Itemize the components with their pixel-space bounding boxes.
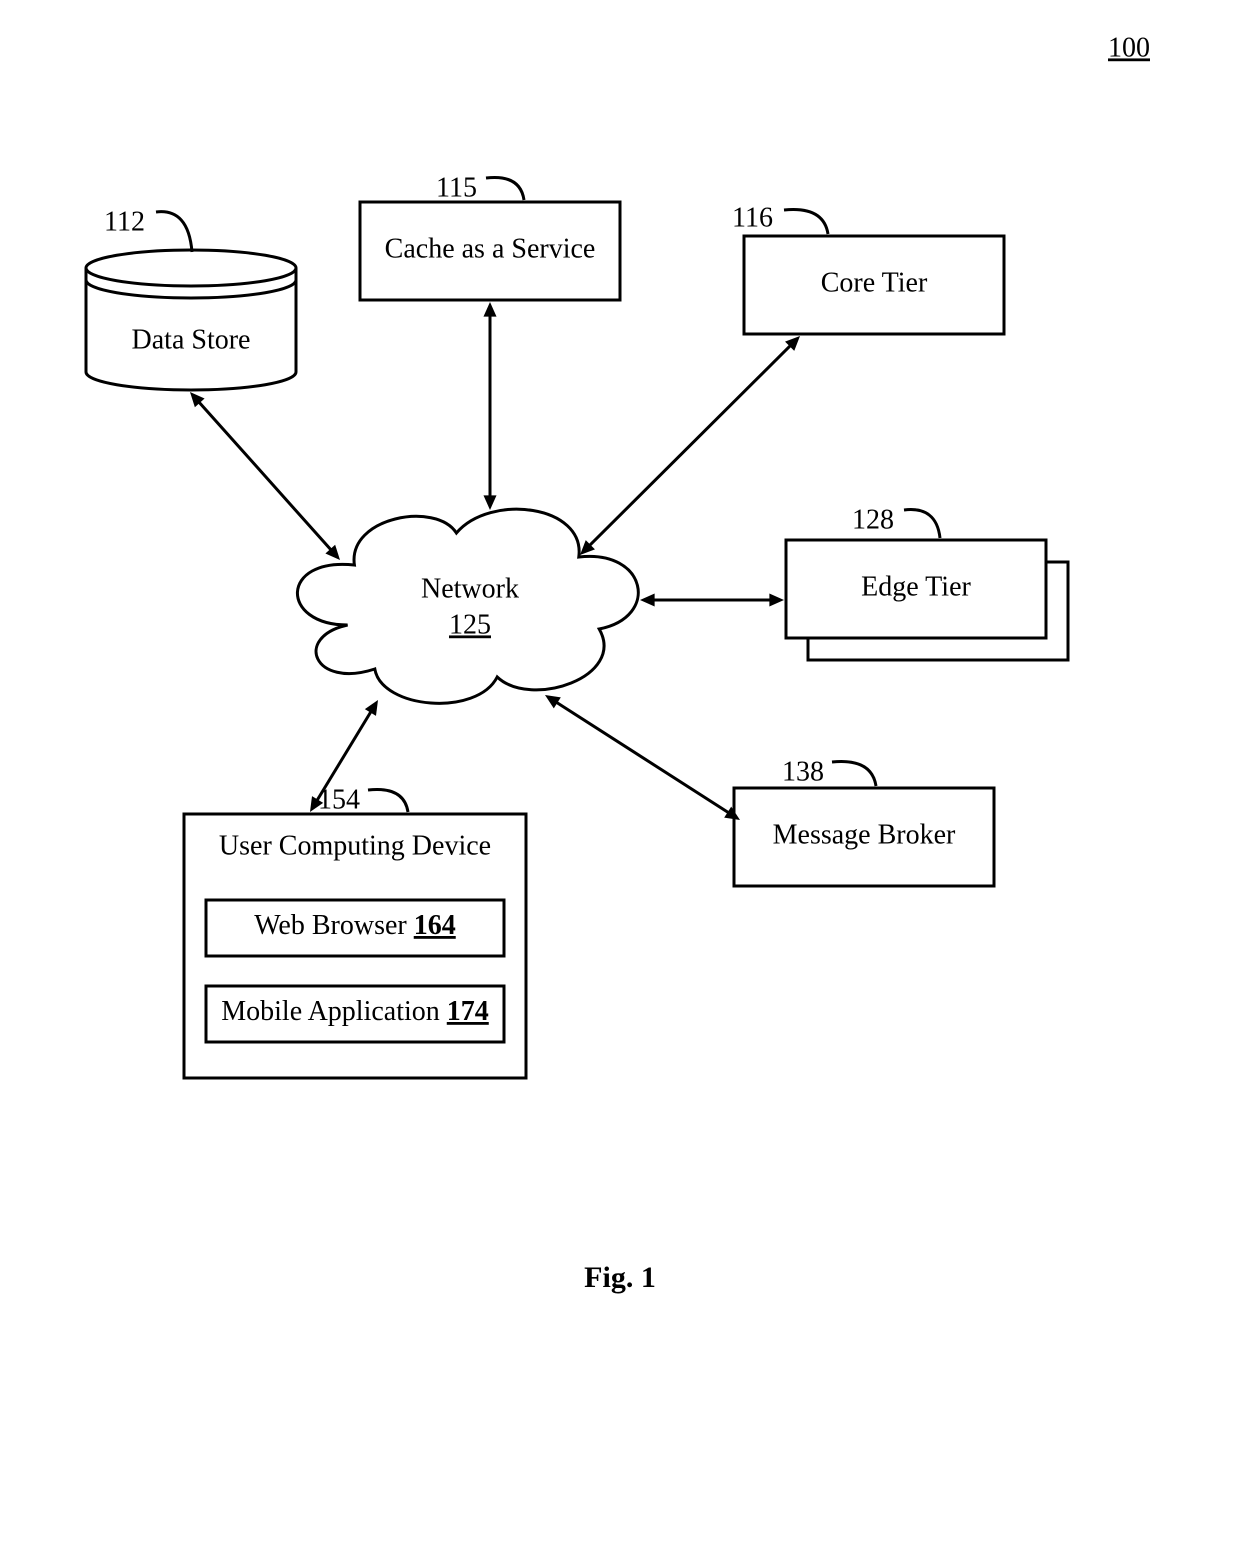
svg-text:Edge Tier: Edge Tier [861,571,971,602]
svg-text:User Computing Device: User Computing Device [219,830,491,861]
svg-text:Message Broker: Message Broker [773,819,956,850]
svg-text:125: 125 [449,609,491,640]
svg-text:Core Tier: Core Tier [821,267,928,298]
svg-text:Mobile Application 174: Mobile Application 174 [221,996,489,1027]
svg-text:112: 112 [104,206,145,237]
svg-text:Cache as a Service: Cache as a Service [385,233,596,264]
svg-text:Fig. 1: Fig. 1 [584,1261,656,1294]
svg-text:138: 138 [782,756,824,787]
svg-text:116: 116 [732,202,773,233]
svg-text:154: 154 [318,784,360,815]
svg-text:Web Browser 164: Web Browser 164 [254,910,455,941]
svg-text:Data Store: Data Store [132,324,251,355]
svg-text:128: 128 [852,504,894,535]
svg-text:100: 100 [1108,32,1150,63]
svg-text:115: 115 [436,172,477,203]
svg-text:Network: Network [421,573,519,604]
